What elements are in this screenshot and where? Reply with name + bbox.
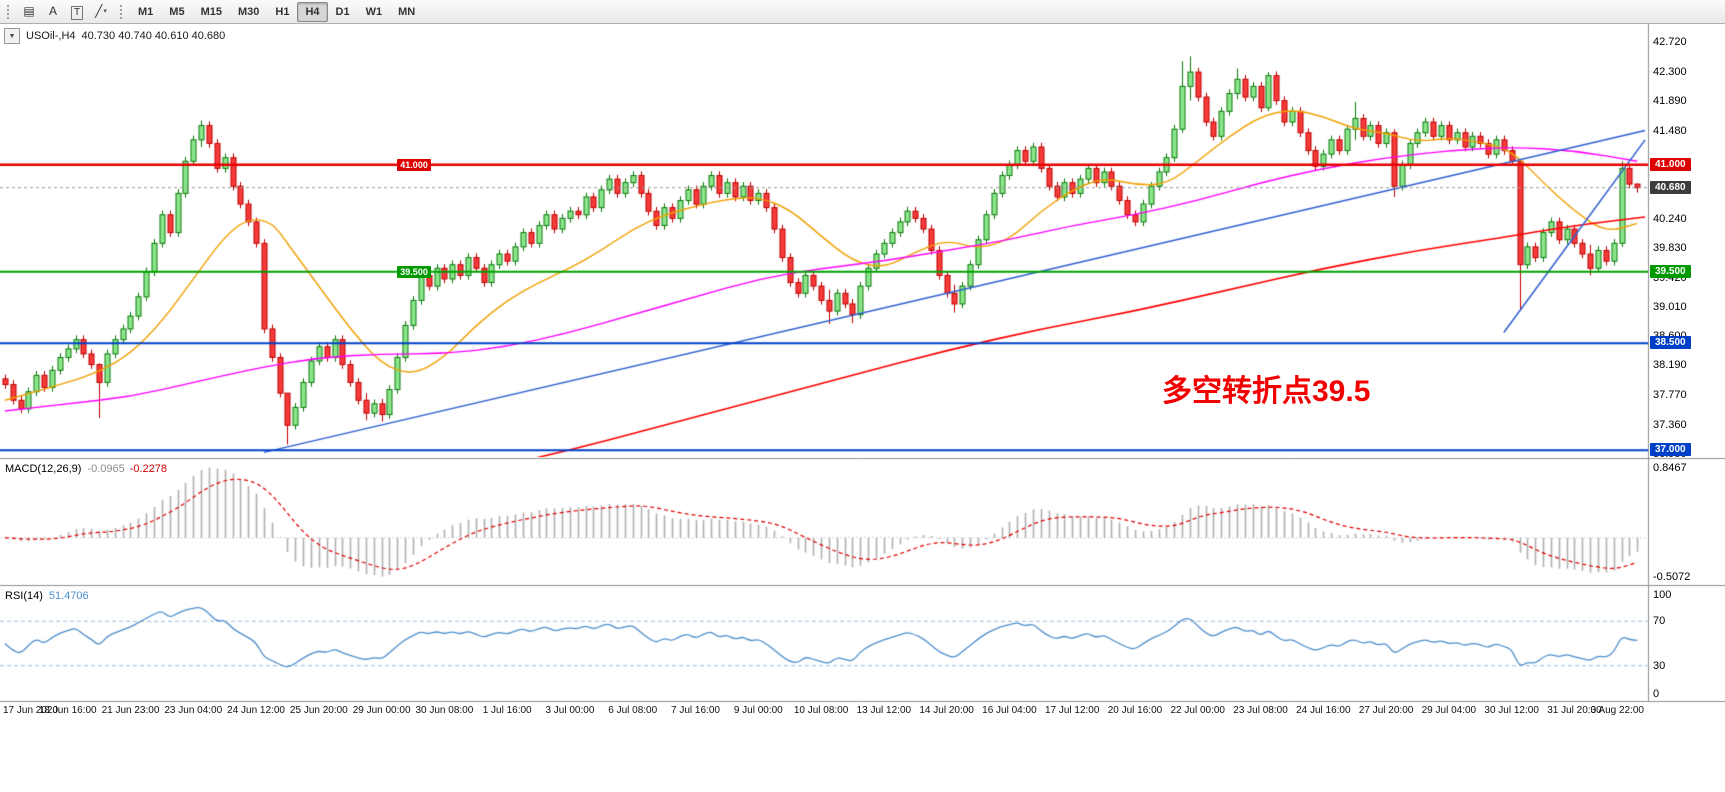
time-axis-label: 10 Jul 08:00 bbox=[793, 705, 849, 716]
price-tick-label: 42.720 bbox=[1653, 36, 1687, 49]
time-axis-label: 23 Jun 04:00 bbox=[164, 705, 223, 716]
time-axis-label: 23 Jul 08:00 bbox=[1233, 705, 1288, 716]
time-axis-label: 21 Jun 23:00 bbox=[101, 705, 160, 716]
price-tick-label: 37.360 bbox=[1653, 418, 1687, 431]
time-axis-label: 6 Jul 08:00 bbox=[608, 705, 658, 716]
price-badge: 38.500 bbox=[1650, 336, 1691, 350]
rsi-value: 51.4706 bbox=[48, 590, 89, 602]
drawing-tools-group: ▤ A T ╱ ▾ bbox=[17, 1, 113, 23]
price-tick-label: 42.300 bbox=[1653, 66, 1687, 79]
time-axis-label: 22 Jul 00:00 bbox=[1170, 705, 1226, 716]
rsi-scale-label: 70 bbox=[1653, 615, 1666, 628]
price-badge: 40.680 bbox=[1650, 180, 1691, 194]
symbol-title: USOil-,H4 bbox=[26, 30, 76, 42]
time-axis-label: 18 Jun 16:00 bbox=[38, 705, 97, 716]
chart-annotation-text: 多空转折点39.5 bbox=[1162, 375, 1371, 408]
time-axis-label: 25 Jun 20:00 bbox=[289, 705, 348, 716]
timeframe-button-d1[interactable]: D1 bbox=[335, 5, 350, 18]
timeframe-group: M1 M5 M15 M30 H1 H4 D1 W1 MN bbox=[130, 1, 423, 22]
ohlc-readout: 40.730 40.740 40.610 40.680 bbox=[81, 30, 226, 42]
rsi-scale-label: 30 bbox=[1653, 659, 1666, 672]
price-tick-label: 41.480 bbox=[1653, 124, 1687, 137]
time-axis-label: 7 Jul 16:00 bbox=[671, 705, 720, 716]
macd-name: MACD(12,26,9) bbox=[5, 463, 82, 475]
text-label-tool-icon[interactable]: T bbox=[65, 3, 89, 23]
time-axis-label: 14 Jul 20:00 bbox=[919, 705, 974, 716]
price-tick-label: 37.770 bbox=[1653, 389, 1687, 402]
time-axis-label: 16 Jul 04:00 bbox=[982, 705, 1037, 716]
time-axis-label: 24 Jul 16:00 bbox=[1296, 705, 1351, 716]
price-badge: 37.000 bbox=[1650, 443, 1691, 457]
timeframe-button-w1[interactable]: W1 bbox=[365, 5, 383, 18]
time-axis-label: 24 Jun 12:00 bbox=[227, 705, 285, 716]
time-axis-label: 17 Jul 12:00 bbox=[1044, 705, 1100, 716]
price-tick-label: 40.240 bbox=[1653, 213, 1687, 226]
time-axis-label: 3 Jul 00:00 bbox=[545, 705, 595, 716]
symbol-overlay: ▼ USOil-,H4 40.730 40.740 40.610 40.680 bbox=[4, 28, 225, 44]
time-axis-label: 29 Jul 04:00 bbox=[1421, 705, 1477, 716]
macd-label: MACD(12,26,9) -0.0965 -0.2278 bbox=[5, 463, 167, 475]
timeframe-button-m1[interactable]: M1 bbox=[138, 5, 154, 18]
time-axis-label: 30 Jun 08:00 bbox=[415, 705, 474, 716]
text-tool-icon[interactable]: A bbox=[48, 3, 57, 18]
chart-type-icon[interactable]: ▤ bbox=[23, 3, 35, 18]
macd-signal-value: -0.2278 bbox=[129, 463, 168, 475]
line-price-label: 39.500 bbox=[397, 265, 431, 278]
timeframe-button-h1[interactable]: H1 bbox=[275, 5, 290, 18]
macd-main-value: -0.0965 bbox=[87, 463, 125, 475]
line-price-label: 41.000 bbox=[397, 158, 431, 171]
toolbar-grip[interactable] bbox=[119, 3, 124, 20]
macd-scale-top: 0.8467 bbox=[1653, 462, 1687, 474]
rsi-scale-label: 0 bbox=[1653, 688, 1660, 700]
time-axis-label: 9 Jul 00:00 bbox=[733, 705, 783, 716]
price-badge: 41.000 bbox=[1650, 157, 1691, 171]
chart-region: ▼ USOil-,H4 40.730 40.740 40.610 40.680 … bbox=[0, 24, 1725, 792]
time-axis-label: 30 Jul 12:00 bbox=[1484, 705, 1539, 716]
time-axis-label: 31 Jul 20:00 bbox=[1547, 705, 1602, 716]
rsi-scale-label: 100 bbox=[1653, 589, 1672, 601]
price-tick-label: 41.890 bbox=[1653, 95, 1687, 108]
rsi-label: RSI(14) 51.4706 bbox=[5, 590, 89, 602]
timeframe-button-m5[interactable]: M5 bbox=[169, 5, 185, 18]
time-axis-label: 1 Jul 16:00 bbox=[482, 705, 532, 716]
time-axis-label: 29 Jun 00:00 bbox=[352, 705, 411, 716]
one-click-trading-button[interactable]: ▼ bbox=[4, 28, 20, 44]
macd-scale-bottom: -0.5072 bbox=[1653, 571, 1691, 583]
price-badge: 39.500 bbox=[1650, 264, 1691, 278]
time-axis-label: 13 Jul 12:00 bbox=[856, 705, 912, 716]
price-tick-label: 38.190 bbox=[1653, 359, 1687, 372]
time-axis-label: 3 Aug 22:00 bbox=[1590, 705, 1644, 716]
time-axis-label: 17 Jun 2020 bbox=[3, 705, 59, 716]
timeframe-button-m30[interactable]: M30 bbox=[237, 5, 260, 18]
chart-canvas[interactable] bbox=[0, 24, 1725, 718]
time-axis-label: 20 Jul 16:00 bbox=[1107, 705, 1163, 716]
toolbar: ▤ A T ╱ ▾ M1 M5 M15 M30 H1 H4 D1 W1 MN bbox=[0, 0, 1725, 24]
price-tick-label: 39.830 bbox=[1653, 242, 1687, 255]
toolbar-grip[interactable] bbox=[6, 3, 11, 20]
timeframe-button-mn[interactable]: MN bbox=[398, 5, 416, 18]
trendline-tool-icon[interactable]: ╱ ▾ bbox=[95, 3, 107, 18]
timeframe-button-h4[interactable]: H4 bbox=[297, 1, 328, 22]
price-tick-label: 39.010 bbox=[1653, 300, 1687, 313]
time-axis-label: 27 Jul 20:00 bbox=[1358, 705, 1414, 716]
rsi-name: RSI(14) bbox=[5, 590, 43, 602]
timeframe-button-m15[interactable]: M15 bbox=[200, 5, 222, 18]
